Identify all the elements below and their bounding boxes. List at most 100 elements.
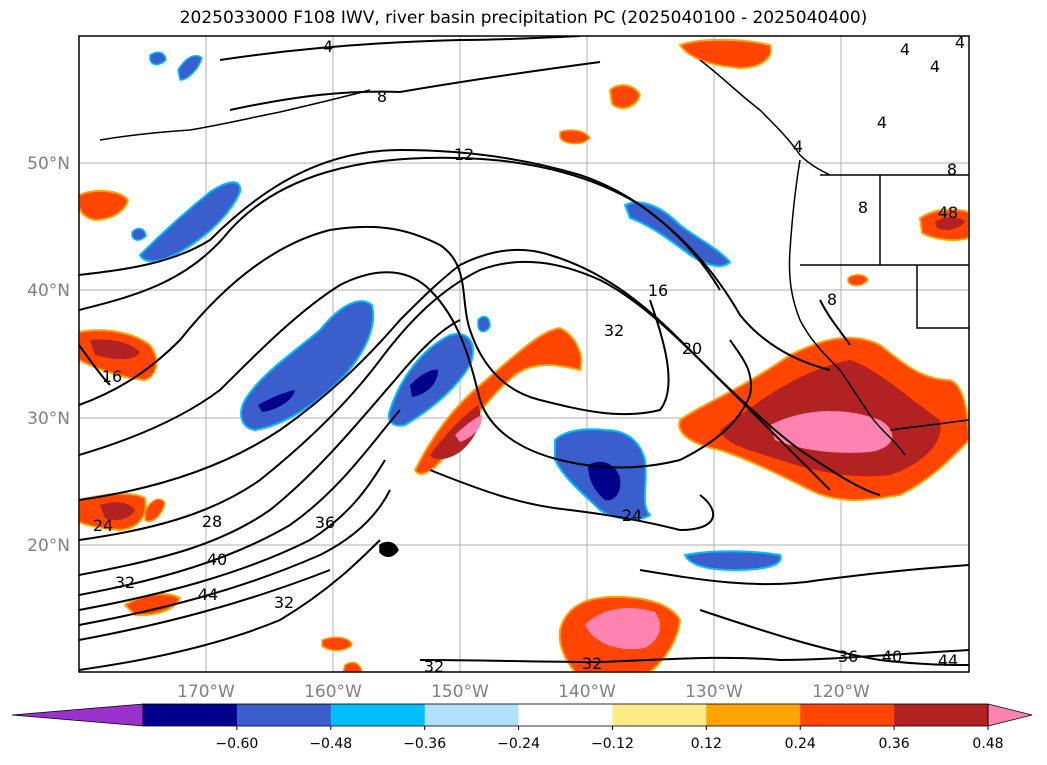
lon-tick-label: 130°W [685,682,743,702]
negative-region-33n-central-core [410,369,438,397]
negative-region-45n-west [138,181,242,263]
negative-region-18n [683,550,782,572]
map-title: 2025033000 F108 IWV, river basin precipi… [179,8,868,28]
colorbar-swatch [800,704,895,726]
contour-label: 24 [93,516,113,535]
colorbar-swatch [894,704,989,726]
iwv-contour-24 [79,248,881,501]
positive-region-small-2 [321,636,353,652]
contour-label: 40 [207,550,227,569]
positive-region-central-band-peak [455,415,483,442]
iwv-contour-16-west [79,344,111,386]
colorbar-frame [142,703,989,727]
contour-label: 44 [938,651,958,670]
positive-region-west-48n [79,189,130,222]
lat-tick-label: 30°N [27,409,70,429]
positive-region-small-5 [342,661,363,672]
colorbar-swatch [706,704,801,726]
colorbar-swatch [143,704,238,726]
colorbar-extend-low [11,703,144,727]
contour-label: 44 [198,585,218,604]
iwv-contour-12 [79,156,831,371]
colorbar-swatch [612,704,707,726]
coastline-alaska [699,59,831,176]
iwv-contour-48 [79,569,331,641]
iwv-contour-4 [219,36,581,61]
positive-region-west-22n-core [100,502,135,520]
map-frame [78,35,970,673]
colorbar-tick-label: 0.12 [691,736,722,752]
lon-tick-label: 170°W [177,682,235,702]
contour-label: 48 [938,203,958,222]
contour-label: 16 [648,281,668,300]
iwv-contours [79,36,969,671]
contour-label: 32 [604,321,624,340]
contour-label: 32 [115,573,135,592]
coastlines [99,59,969,557]
coastline-west-north-america [788,159,906,456]
colorbar [11,703,1033,727]
contour-label: 4 [877,113,887,132]
positive-region-pacnw-core [935,217,965,230]
contour-label: 32 [582,654,602,673]
iwv-contour-20 [79,271,752,469]
contour-label: 24 [622,506,642,525]
contour-label: 8 [947,160,957,179]
positive-region-central-band-core [430,405,481,460]
lon-tick-label: 140°W [558,682,616,702]
colorbar-extend-high [987,703,1033,727]
colorbar-tick-label: −0.60 [215,736,258,752]
contour-label: 4 [930,57,940,76]
colorbar-swatch [518,704,613,726]
positive-region-south-peak [585,608,661,650]
colorbar-swatch [424,704,520,726]
iwv-contour-28 [79,260,831,541]
positive-anomaly-regions [79,38,969,672]
colorbar-tick-label: −0.12 [591,736,634,752]
state-borders [800,175,969,329]
positive-region-alaska [678,38,772,70]
contour-label: 36 [315,513,335,532]
positive-region-small-4 [847,274,869,287]
iwv-contour-8 [229,61,601,111]
lat-tick-label: 40°N [27,281,70,301]
colorbar-tick-label: 0.24 [785,736,816,752]
negative-region-small-4 [131,227,147,241]
negative-region-small-2 [149,51,167,66]
positive-region-west-35n-core [90,339,140,360]
contour-label: 8 [377,87,387,106]
border-us-mexico [889,419,969,431]
contour-label: 4 [793,137,803,156]
colorbar-tick-label: 0.48 [972,736,1003,752]
colorbar-tick-label: −0.48 [309,736,352,752]
iwv-contour-8-east [819,299,851,346]
iwv-contour-36-lower [639,564,969,586]
contour-label: 8 [858,198,868,217]
negative-region-26n-core [588,461,621,501]
positive-region-small-3 [144,498,166,522]
negative-region-small-3 [477,315,491,333]
contour-label: 20 [682,339,702,358]
colorbar-tick-label: −0.24 [497,736,540,752]
lat-tick-label: 50°N [27,154,70,174]
iwv-contour-16 [79,225,670,416]
iwv-contour-40-lower [699,609,969,666]
contour-label: 28 [202,512,222,531]
contour-label: 8 [827,290,837,309]
colorbar-tick-label: 0.36 [879,736,910,752]
contour-label: 36 [838,647,858,666]
iwv-contour-44 [79,489,391,626]
lon-tick-label: 150°W [431,682,489,702]
iwv-contour-32 [79,319,461,576]
coastline-aleutians [99,89,371,141]
colorbar-swatch [236,704,332,726]
contour-label: 4 [900,40,910,59]
negative-region-31n-west-core [258,390,295,412]
iwv-contour-36 [79,409,401,596]
colorbar-tick-label: −0.36 [403,736,446,752]
iwv-contour-32-south [79,539,381,671]
contour-label: 4 [955,33,965,52]
lat-tick-label: 20°N [27,536,70,556]
